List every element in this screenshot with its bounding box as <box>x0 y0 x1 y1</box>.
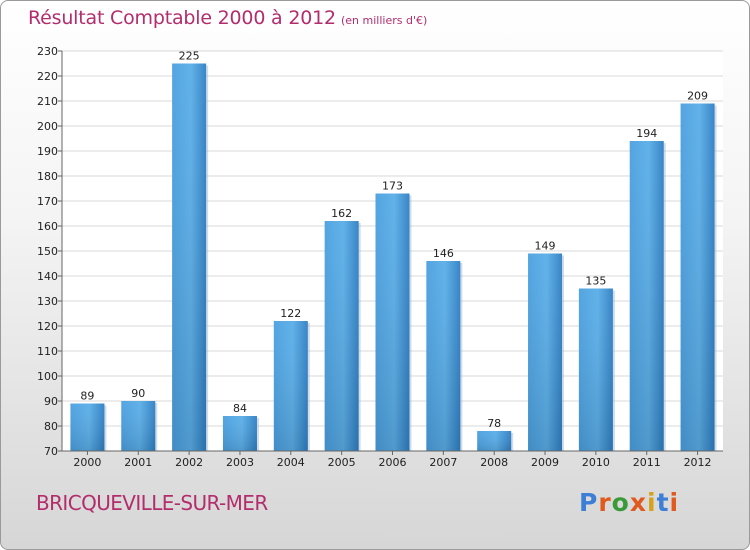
y-tick-label: 130 <box>37 295 58 308</box>
data-label-2001: 90 <box>131 387 145 400</box>
logo-letter: P <box>579 488 599 517</box>
bar-shade <box>578 288 613 451</box>
x-tick-label-2012: 2012 <box>684 456 712 469</box>
bar-shade <box>273 321 308 451</box>
data-label-2008: 78 <box>487 417 501 430</box>
logo-letter: x <box>629 488 647 517</box>
data-label-2002: 225 <box>179 50 200 63</box>
data-label-2007: 146 <box>433 247 454 260</box>
logo-letter: t <box>656 488 670 517</box>
y-tick-label: 200 <box>37 120 58 133</box>
y-tick-label: 120 <box>37 320 58 333</box>
data-label-2009: 149 <box>535 240 556 253</box>
y-tick-label: 220 <box>37 70 58 83</box>
data-label-2000: 89 <box>80 390 94 403</box>
x-tick-label-2010: 2010 <box>582 456 610 469</box>
bar-shade <box>528 253 563 451</box>
x-tick-label-2003: 2003 <box>226 456 254 469</box>
chart-title: Résultat Comptable 2000 à 2012 <box>28 7 336 29</box>
y-tick-label: 160 <box>37 220 58 233</box>
x-tick-label-2009: 2009 <box>531 456 559 469</box>
bar-shade <box>375 193 410 451</box>
data-label-2010: 135 <box>585 275 606 288</box>
x-tick-label-2005: 2005 <box>328 456 356 469</box>
y-tick-label: 80 <box>44 420 58 433</box>
bar-shade <box>121 401 156 451</box>
y-tick-label: 150 <box>37 245 58 258</box>
x-tick-label-2000: 2000 <box>73 456 101 469</box>
logo-letter: i <box>647 488 657 517</box>
bar-shade <box>172 63 207 451</box>
data-label-2005: 162 <box>331 207 352 220</box>
x-tick-label-2007: 2007 <box>429 456 457 469</box>
logo-letter: o <box>611 488 630 517</box>
y-tick-label: 70 <box>44 445 58 458</box>
bar-shade <box>426 261 461 451</box>
region-name: BRICQUEVILLE-SUR-MER <box>36 491 268 515</box>
chart-subtitle: (en milliers d'€) <box>341 14 428 27</box>
x-tick-label-2011: 2011 <box>633 456 661 469</box>
y-tick-label: 100 <box>37 370 58 383</box>
x-tick-label-2002: 2002 <box>175 456 203 469</box>
x-tick-label-2006: 2006 <box>379 456 407 469</box>
y-tick-label: 140 <box>37 270 58 283</box>
y-tick-label: 210 <box>37 95 58 108</box>
y-tick-label: 230 <box>37 45 58 58</box>
bar-shade <box>70 403 105 451</box>
logo-letter: i <box>669 488 680 517</box>
bar-shade <box>222 416 257 451</box>
data-label-2003: 84 <box>233 402 247 415</box>
y-tick-label: 180 <box>37 170 58 183</box>
y-tick-label: 190 <box>37 145 58 158</box>
y-tick-label: 170 <box>37 195 58 208</box>
bar-shade <box>629 141 664 451</box>
proxiti-logo: Proxiti <box>579 488 679 517</box>
data-label-2012: 209 <box>687 90 708 103</box>
bar-shade <box>324 221 359 451</box>
x-tick-label-2008: 2008 <box>480 456 508 469</box>
data-label-2004: 122 <box>280 307 301 320</box>
data-label-2011: 194 <box>636 127 657 140</box>
data-label-2006: 173 <box>382 180 403 193</box>
logo-letter: r <box>598 488 612 517</box>
bar-shade <box>680 103 715 451</box>
y-tick-label: 110 <box>37 345 58 358</box>
x-tick-label-2004: 2004 <box>277 456 305 469</box>
x-tick-label-2001: 2001 <box>124 456 152 469</box>
bar-shade <box>477 431 512 451</box>
y-tick-label: 90 <box>44 395 58 408</box>
